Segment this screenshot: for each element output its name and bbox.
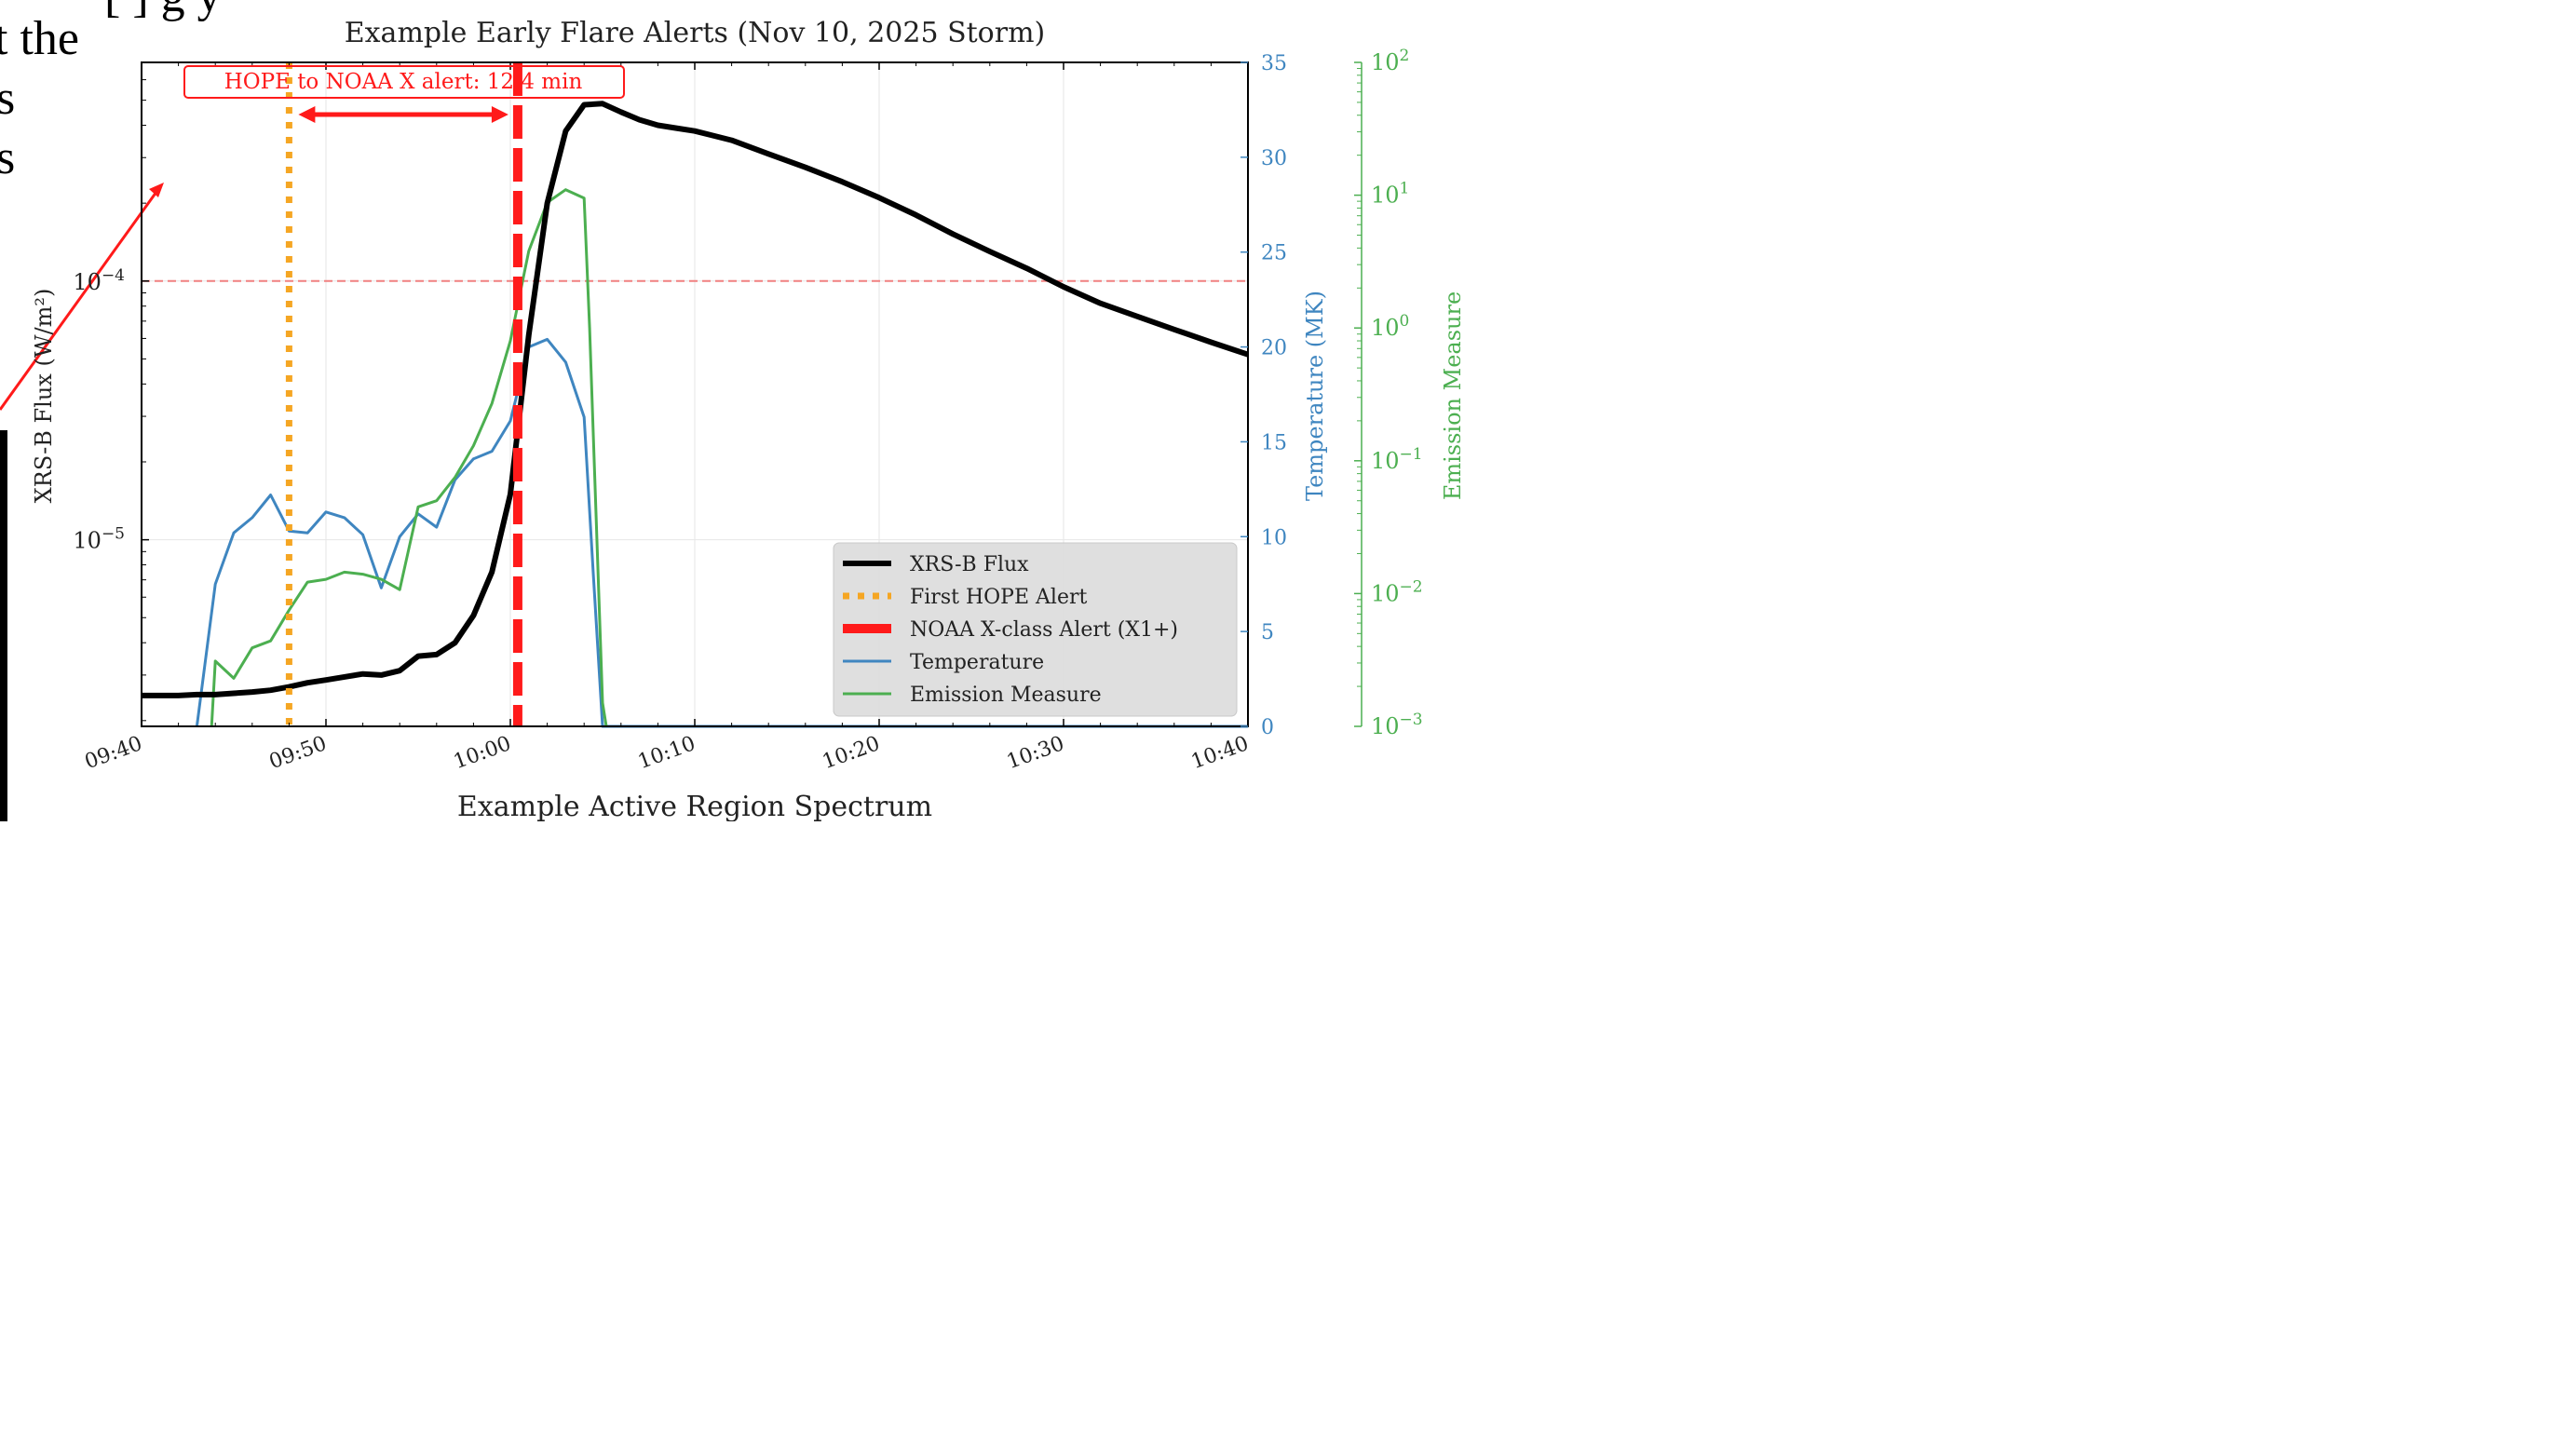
slide-fragment-line1: t the [0, 12, 79, 65]
legend-label-temperature: Temperature [910, 651, 1044, 674]
xrs-b-flux-line [142, 101, 1249, 698]
series-layer [142, 62, 1249, 728]
x-tick-label: 09:40 [82, 732, 145, 774]
y-temp-tick-label: 20 [1261, 337, 1287, 360]
y-axis-emission-label: Emission Measure [1440, 291, 1460, 500]
y-left-tick-label: 10−5 [73, 525, 125, 554]
slide-fragment-line3: s [0, 131, 16, 184]
legend-label-noaa: NOAA X-class Alert (X1+) [910, 618, 1178, 642]
y-temp-tick-label: 35 [1261, 52, 1287, 75]
y-emission-tick-label: 10−1 [1371, 445, 1423, 474]
legend: XRS-B Flux First HOPE Alert NOAA X-class A… [833, 542, 1238, 717]
y-temp-tick-label: 5 [1261, 621, 1274, 644]
y-temp-tick-label: 30 [1261, 147, 1287, 170]
legend-label-flux: XRS-B Flux [910, 553, 1029, 576]
y-emission-tick-label: 102 [1371, 47, 1409, 75]
annotation-layer: HOPE to NOAA X alert: 12.4 min [183, 65, 625, 123]
y-temp-tick-label: 0 [1261, 716, 1274, 739]
x-tick-label: 10:30 [1004, 732, 1067, 774]
y-axis-temperature-label: Temperature (MK) [1302, 291, 1328, 501]
y-left-tick-label: 10−4 [73, 266, 125, 295]
y-emission-tick-label: 10−2 [1371, 577, 1423, 606]
x-tick-label: 10:20 [820, 732, 883, 774]
slide-pointer-arrow [0, 191, 158, 411]
x-tick-label: 10:00 [451, 732, 514, 774]
page-root: [ ] g y t the s s 09:40 09:50 10:00 10:10 10… [0, 0, 1460, 821]
y-emission-tick-label: 101 [1371, 180, 1409, 209]
y-temp-tick-label: 15 [1261, 431, 1287, 454]
x-tick-label: 10:10 [635, 732, 698, 774]
flare-alert-chart: 09:40 09:50 10:00 10:10 10:20 10:30 10:40 10−5 1… [31, 17, 1460, 821]
alert-lead-time-annotation: HOPE to NOAA X alert: 12.4 min [224, 70, 583, 94]
emission-measure-line [210, 188, 608, 727]
x-tick-label: 09:50 [266, 732, 330, 774]
slide-fragment-line2: s [0, 72, 16, 125]
y-temp-tick-label: 10 [1261, 526, 1287, 549]
y-axis-left-label: XRS-B Flux (W/m²) [31, 289, 57, 504]
legend-label-hope: First HOPE Alert [910, 586, 1087, 609]
x-axis-label: Example Active Region Spectrum [457, 791, 932, 821]
legend-box [833, 542, 1238, 717]
x-tick-label: 10:40 [1188, 732, 1252, 774]
chart-title: Example Early Flare Alerts (Nov 10, 2025… [345, 17, 1046, 49]
annotation-box [183, 65, 625, 99]
slide-pointer-arrowhead [149, 183, 164, 197]
legend-label-emission: Emission Measure [910, 684, 1102, 707]
slide-fragment-top: [ ] g y [104, 0, 222, 20]
slide-decoration-layer [0, 183, 164, 821]
y-temp-tick-label: 25 [1261, 242, 1287, 265]
y-emission-tick-label: 100 [1371, 312, 1409, 341]
y-emission-tick-label: 10−3 [1371, 711, 1423, 739]
slide-black-bar [0, 430, 7, 821]
lead-time-arrowhead-left [298, 106, 316, 123]
lead-time-arrowhead-right [491, 106, 508, 123]
